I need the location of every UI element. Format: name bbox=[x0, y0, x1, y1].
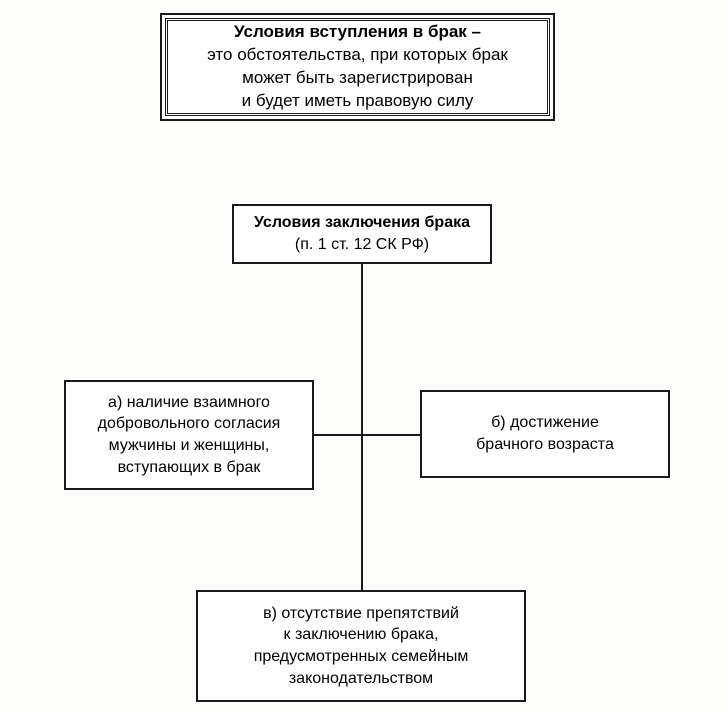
header-line3: может быть зарегистрирован bbox=[242, 67, 473, 90]
node-a-line1: а) наличие взаимного bbox=[108, 392, 270, 414]
node-a-line4: вступающих в брак bbox=[118, 457, 261, 479]
header-line4: и будет иметь правовую силу bbox=[242, 90, 474, 113]
node-c-line1: в) отсутствие препятствий bbox=[263, 603, 459, 625]
header-line2: это обстоятельства, при которых брак bbox=[207, 44, 508, 67]
root-title: Условия заключения брака bbox=[254, 212, 470, 234]
node-c-line2: к заключению брака, bbox=[284, 624, 439, 646]
header-definition-box: Условия вступления в брак – это обстояте… bbox=[165, 18, 550, 116]
node-a-line2: добровольного согласия bbox=[98, 413, 281, 435]
node-a: а) наличие взаимного добровольного согла… bbox=[64, 380, 314, 490]
root-node: Условия заключения брака (п. 1 ст. 12 СК… bbox=[232, 204, 492, 264]
header-title: Условия вступления в брак – bbox=[234, 22, 481, 41]
connector-a-to-b bbox=[314, 434, 420, 436]
node-b: б) достижение брачного возраста bbox=[420, 390, 670, 478]
node-b-line1: б) достижение bbox=[491, 412, 599, 434]
connector-root-to-c bbox=[361, 264, 363, 590]
node-a-line3: мужчины и женщины, bbox=[109, 435, 270, 457]
node-b-line2: брачного возраста bbox=[476, 434, 614, 456]
node-c-line3: предусмотренных семейным bbox=[254, 646, 469, 668]
root-subtitle: (п. 1 ст. 12 СК РФ) bbox=[295, 234, 429, 256]
node-c-line4: законодательством bbox=[289, 668, 433, 690]
node-c: в) отсутствие препятствий к заключению б… bbox=[196, 590, 526, 702]
